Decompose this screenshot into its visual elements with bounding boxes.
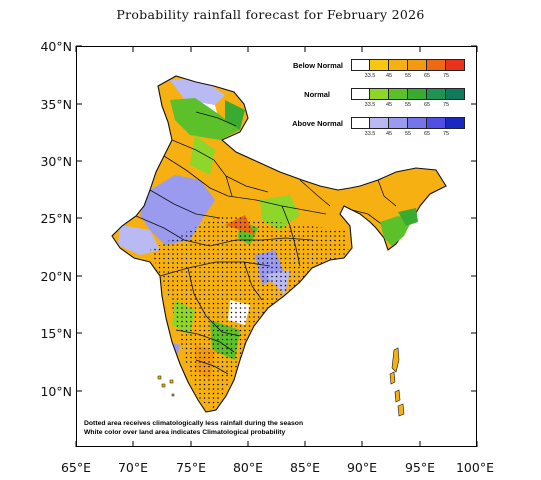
- legend-normal-swatch-2: [389, 88, 408, 100]
- legend-above-tick-0: 33.5: [364, 131, 376, 137]
- lat-label-25: 25°N: [40, 211, 72, 226]
- legend-above-tick-2: 55: [404, 131, 412, 137]
- lon-label-100: 100°E: [455, 460, 494, 475]
- legend-normal-tick-3: 65: [423, 102, 431, 108]
- legend-normal-swatch-4: [427, 88, 446, 100]
- lon-label-70: 70°E: [117, 460, 149, 475]
- lakshadweep-islands: [157, 375, 175, 397]
- legend-below-swatch-5: [446, 59, 465, 71]
- legend-below-normal-colorbar: [351, 59, 465, 71]
- legend-below-swatch-3: [408, 59, 427, 71]
- footnote-dotted-area: Dotted area receives climatologically le…: [84, 420, 304, 427]
- legend-below-swatch-2: [389, 59, 408, 71]
- legend-above-swatch-3: [408, 117, 427, 129]
- map-title: Probability rainfall forecast for Februa…: [116, 7, 425, 22]
- legend-below-tick-2: 55: [404, 73, 412, 79]
- lat-label-30: 30°N: [40, 154, 72, 169]
- lat-label-10: 10°N: [40, 384, 72, 399]
- lat-label-20: 20°N: [40, 269, 72, 284]
- lon-label-65: 65°E: [60, 460, 92, 475]
- map-frame: [76, 46, 477, 447]
- legend-above-normal-label: Above Normal: [292, 119, 343, 128]
- lon-label-90: 90°E: [346, 460, 378, 475]
- lat-label-40: 40°N: [40, 39, 72, 54]
- legend-normal-swatch-0: [351, 88, 370, 100]
- lon-label-95: 95°E: [404, 460, 436, 475]
- lat-label-15: 15°N: [40, 326, 72, 341]
- india-outline: [111, 75, 447, 413]
- legend-normal-colorbar: [351, 88, 465, 100]
- legend-above-swatch-0: [351, 117, 370, 129]
- lon-label-80: 80°E: [232, 460, 264, 475]
- legend-below-tick-0: 33.5: [364, 73, 376, 79]
- legend-below-tick-1: 45: [385, 73, 393, 79]
- legend-above-tick-1: 45: [385, 131, 393, 137]
- legend-below-swatch-1: [370, 59, 389, 71]
- lat-label-35: 35°N: [40, 97, 72, 112]
- legend-below-swatch-4: [427, 59, 446, 71]
- state-borders: [135, 111, 397, 375]
- lon-label-85: 85°E: [289, 460, 321, 475]
- legend-normal-tick-1: 45: [385, 102, 393, 108]
- legend-above-swatch-4: [427, 117, 446, 129]
- lon-label-75: 75°E: [175, 460, 207, 475]
- legend-normal-swatch-3: [408, 88, 427, 100]
- legend-below-swatch-0: [351, 59, 370, 71]
- legend-normal-tick-4: 75: [442, 102, 450, 108]
- legend-normal-label: Normal: [304, 90, 330, 99]
- legend-above-tick-3: 65: [423, 131, 431, 137]
- legend-normal-tick-2: 55: [404, 102, 412, 108]
- northeast-fill: [380, 208, 418, 246]
- legend-normal-swatch-1: [370, 88, 389, 100]
- andaman-nicobar-islands: [389, 347, 405, 417]
- legend-above-swatch-5: [446, 117, 465, 129]
- frame-ticks: [75, 45, 478, 447]
- legend-above-swatch-2: [389, 117, 408, 129]
- legend-above-swatch-1: [370, 117, 389, 129]
- footnote-white-area: White color over land area indicates Cli…: [84, 429, 286, 436]
- legend-above-tick-4: 75: [442, 131, 450, 137]
- legend-above-normal-colorbar: [351, 117, 465, 129]
- legend-normal-tick-0: 33.5: [364, 102, 376, 108]
- legend-below-tick-3: 65: [423, 73, 431, 79]
- legend-below-normal-label: Below Normal: [292, 61, 343, 70]
- legend-normal-swatch-5: [446, 88, 465, 100]
- legend-below-tick-4: 75: [442, 73, 450, 79]
